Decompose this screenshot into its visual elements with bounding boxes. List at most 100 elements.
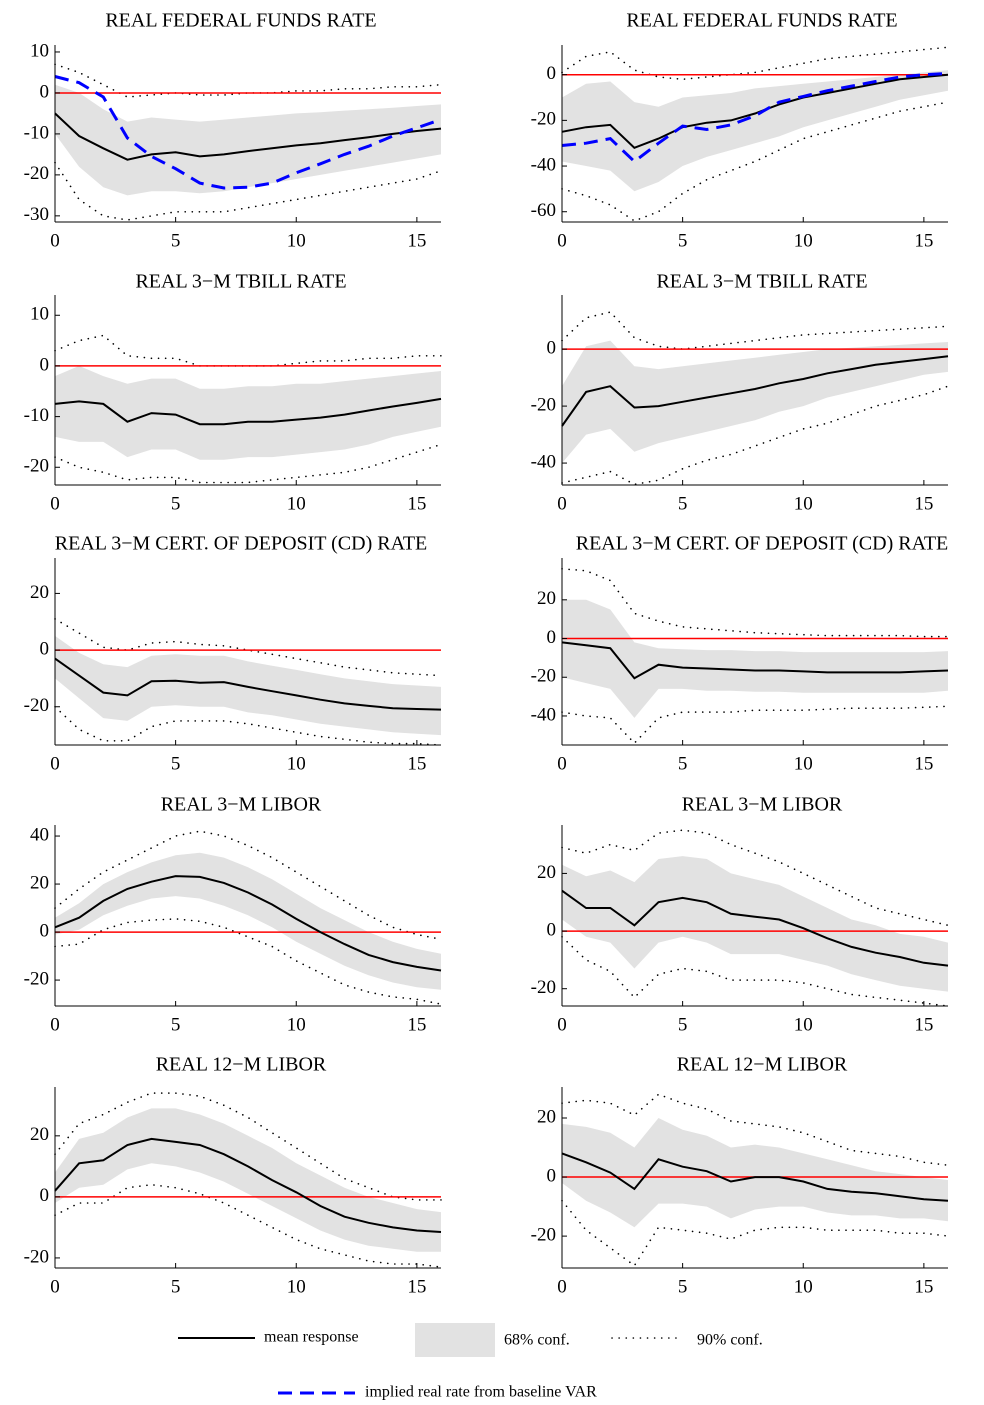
- y-tick-label: 0: [547, 1165, 557, 1186]
- y-tick-label: -10: [24, 405, 49, 426]
- mean-line: [54, 397, 442, 426]
- chart-title: REAL 3−M CERT. OF DEPOSIT (CD) RATE: [55, 533, 428, 555]
- y-tick-label: -20: [24, 163, 49, 184]
- mean-line: [561, 1152, 949, 1202]
- chart-title: REAL FEDERAL FUNDS RATE: [105, 10, 376, 32]
- band-90-lower: [561, 101, 949, 222]
- x-tick-label: 15: [914, 1014, 933, 1035]
- x-tick-label: 0: [50, 753, 60, 774]
- y-tick-label: -20: [24, 968, 49, 989]
- y-tick-label: -20: [24, 695, 49, 716]
- band-68: [55, 84, 441, 196]
- x-tick-label: 10: [287, 493, 306, 514]
- y-tick-label: -30: [24, 204, 49, 225]
- legend-label: 68% conf.: [504, 1332, 570, 1349]
- band-90-upper: [561, 829, 949, 927]
- mean-line: [54, 1137, 442, 1233]
- y-tick-label: -40: [531, 704, 556, 725]
- x-tick-label: 0: [557, 1276, 567, 1297]
- y-tick-label: 10: [30, 40, 49, 61]
- x-tick-label: 5: [678, 1014, 688, 1035]
- x-tick-label: 10: [287, 1276, 306, 1297]
- x-tick-label: 5: [171, 230, 181, 251]
- x-tick-label: 0: [557, 230, 567, 251]
- x-tick-label: 15: [407, 753, 426, 774]
- x-tick-label: 10: [794, 753, 813, 774]
- mean-line: [54, 112, 442, 161]
- y-tick-label: 0: [40, 81, 50, 102]
- x-tick-label: 5: [678, 493, 688, 514]
- mean-line: [561, 641, 949, 680]
- y-tick-label: 20: [537, 1106, 556, 1127]
- mean-line: [54, 875, 442, 972]
- x-tick-label: 10: [287, 230, 306, 251]
- y-tick-label: 0: [40, 638, 50, 659]
- y-tick-label: -20: [24, 1246, 49, 1267]
- x-tick-label: 0: [50, 1276, 60, 1297]
- band-68: [55, 365, 441, 460]
- y-tick-label: 0: [40, 920, 50, 941]
- x-tick-label: 0: [557, 493, 567, 514]
- y-tick-label: 20: [30, 582, 49, 603]
- y-tick-label: 20: [537, 862, 556, 883]
- x-tick-label: 5: [678, 1276, 688, 1297]
- band-90-lower: [54, 161, 442, 221]
- band-68: [55, 1108, 441, 1252]
- band-68: [562, 70, 948, 192]
- x-tick-label: 10: [287, 753, 306, 774]
- band-68: [562, 856, 948, 992]
- x-tick-label: 5: [171, 493, 181, 514]
- band-90-lower: [561, 935, 949, 1007]
- chart-title: REAL 3−M LIBOR: [682, 794, 843, 816]
- band-68: [562, 1118, 948, 1228]
- chart-title: REAL FEDERAL FUNDS RATE: [626, 10, 897, 32]
- y-tick-label: -20: [531, 394, 556, 415]
- chart-title: REAL 3−M TBILL RATE: [135, 271, 346, 293]
- band-90-lower: [54, 1183, 442, 1268]
- band-90-upper: [561, 311, 949, 350]
- y-tick-label: 0: [547, 63, 557, 84]
- y-tick-label: 20: [537, 588, 556, 609]
- x-tick-label: 0: [50, 493, 60, 514]
- band-90-upper: [561, 46, 949, 81]
- y-tick-label: 20: [30, 1124, 49, 1145]
- band-68: [562, 340, 948, 464]
- chart-title: REAL 3−M LIBOR: [161, 794, 322, 816]
- y-tick-label: 0: [547, 627, 557, 648]
- band-90-upper: [54, 618, 442, 677]
- y-tick-label: 0: [40, 354, 50, 375]
- band-68: [55, 635, 441, 736]
- x-tick-label: 0: [557, 753, 567, 774]
- x-tick-label: 5: [171, 1276, 181, 1297]
- mean-line: [561, 73, 949, 149]
- y-tick-label: 0: [40, 1185, 50, 1206]
- chart-title: REAL 3−M TBILL RATE: [656, 271, 867, 293]
- y-tick-label: -60: [531, 200, 556, 221]
- x-tick-label: 10: [794, 1014, 813, 1035]
- chart-title: REAL 12−M LIBOR: [156, 1054, 327, 1076]
- band-90-upper: [561, 567, 949, 638]
- x-tick-label: 15: [407, 493, 426, 514]
- band-90-lower: [561, 705, 949, 745]
- y-tick-label: 40: [30, 824, 49, 845]
- x-tick-label: 15: [914, 1276, 933, 1297]
- band-68: [562, 599, 948, 718]
- band-68: [55, 852, 441, 990]
- x-tick-label: 0: [50, 230, 60, 251]
- legend-label: implied real rate from baseline VAR: [365, 1384, 597, 1401]
- x-tick-label: 15: [407, 1014, 426, 1035]
- band-90-upper: [54, 334, 442, 367]
- x-tick-label: 5: [171, 1014, 181, 1035]
- legend-68-swatch: [415, 1323, 495, 1357]
- x-tick-label: 5: [171, 753, 181, 774]
- implied-line: [561, 72, 949, 164]
- x-tick-label: 0: [557, 1014, 567, 1035]
- y-tick-label: 0: [547, 337, 557, 358]
- y-tick-label: -20: [531, 1224, 556, 1245]
- y-tick-label: -40: [531, 451, 556, 472]
- mean-line: [561, 355, 949, 427]
- x-tick-label: 15: [407, 1276, 426, 1297]
- legend-label: 90% conf.: [697, 1332, 763, 1349]
- chart-title: REAL 3−M CERT. OF DEPOSIT (CD) RATE: [576, 533, 949, 555]
